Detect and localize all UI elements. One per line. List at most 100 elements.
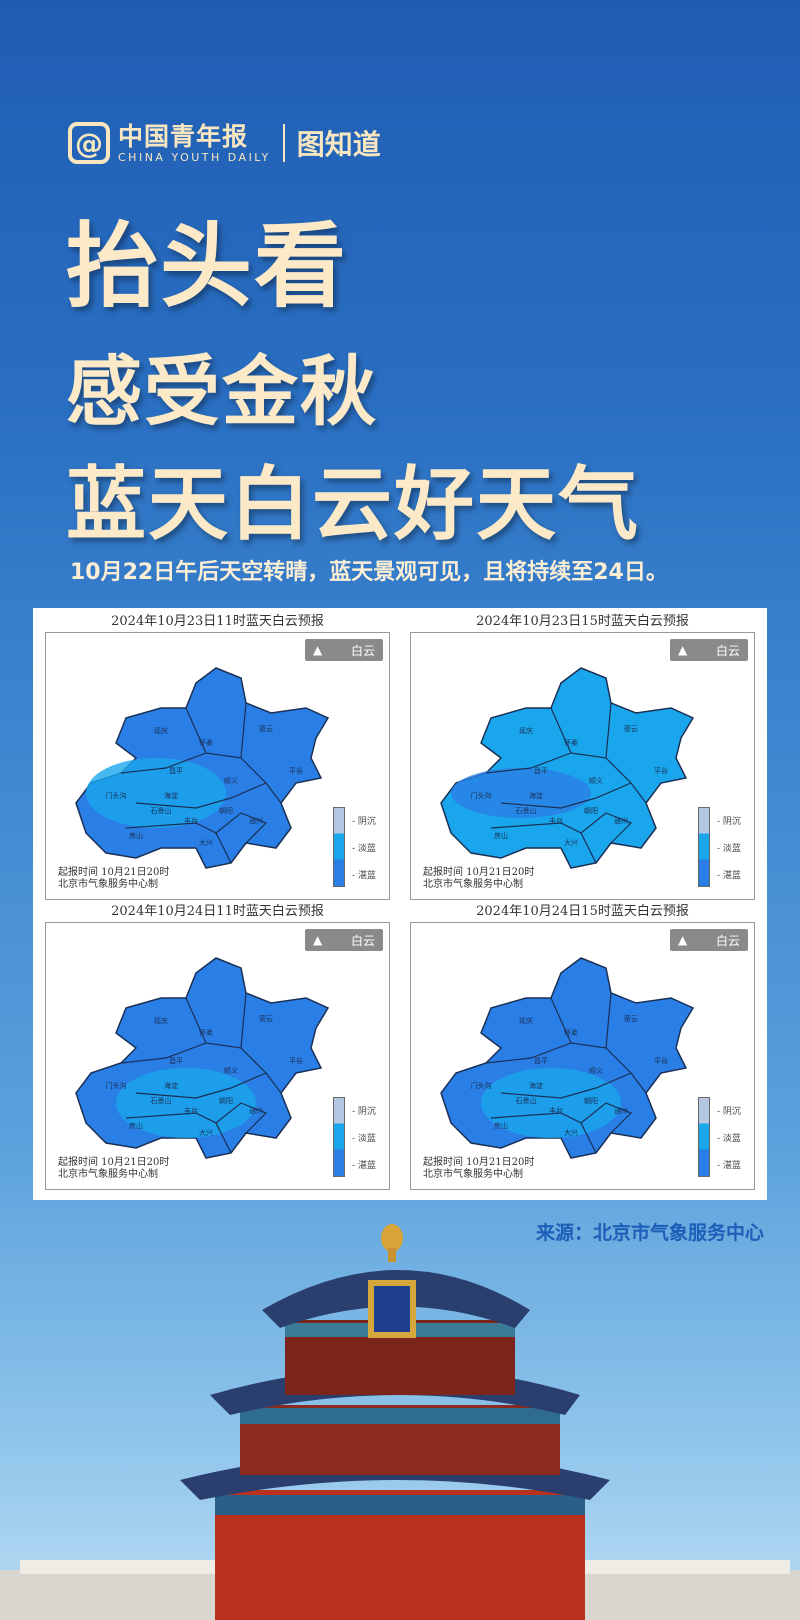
map-frame: ▲ 白云 延庆 怀柔 密云 昌平 平谷 顺义 门头沟 海淀 石景山 朝阳 丰台 房山 大兴 通州 - 阴沉 … (410, 632, 755, 900)
district-label: 房山 (129, 831, 143, 840)
district-label: 延庆 (154, 726, 168, 735)
triangle-icon: ▲ (678, 933, 688, 947)
legend-label: - 湛蓝 (717, 871, 741, 881)
district-border (500, 1072, 632, 1099)
source-credit: 来源：北京市气象服务中心 (535, 1222, 764, 1244)
district-border (580, 1102, 633, 1134)
district-label: 石景山 (151, 1096, 172, 1105)
district-border (185, 702, 247, 759)
color-legend: - 阴沉 - 淡蓝 - 湛蓝 (333, 1097, 376, 1177)
headline-line2: 感受金秋 (66, 347, 378, 436)
white-cloud-badge: ▲ 白云 (305, 639, 383, 661)
district-border (550, 992, 612, 1049)
legend-label: - 湛蓝 (352, 1161, 376, 1171)
legend-label: - 湛蓝 (352, 871, 376, 881)
district-label: 密云 (624, 1014, 638, 1023)
district-border (490, 1112, 597, 1154)
district-label: 怀柔 (564, 1028, 578, 1037)
district-label: 平谷 (654, 766, 668, 775)
district-label: 昌平 (169, 767, 183, 775)
color-legend: - 阴沉 - 淡蓝 - 湛蓝 (333, 807, 376, 887)
district-label: 朝阳 (219, 1096, 233, 1105)
badge-label: 白云 (350, 643, 375, 658)
district-label: 丰台 (184, 816, 198, 825)
district-label: 海淀 (164, 791, 178, 800)
at-logo-icon: @ (68, 122, 110, 164)
district-label: 丰台 (549, 816, 563, 825)
district-border (120, 1042, 207, 1064)
legend-label: - 阴沉 (717, 817, 741, 827)
tone-region (116, 1068, 256, 1138)
district-label: 密云 (259, 724, 273, 733)
district-label: 门头沟 (471, 791, 492, 800)
district-label: 怀柔 (199, 738, 213, 747)
map-frame: ▲ 白云 延庆 怀柔 密云 昌平 平谷 顺义 门头沟 海淀 石景山 朝阳 丰台 房山 大兴 通州 - 阴沉 … (45, 922, 390, 1190)
district-label: 朝阳 (584, 806, 598, 815)
district-label: 通州 (614, 1106, 628, 1115)
district-label: 房山 (129, 1121, 143, 1130)
china-youth-daily-logo: @ 中国青年报 CHINA YOUTH DAILY 图知道 (68, 122, 381, 164)
district-border (580, 812, 633, 844)
district-label: 海淀 (529, 1081, 543, 1090)
district-label: 石景山 (516, 806, 537, 815)
district-border (485, 1042, 572, 1064)
map-title: 2024年10月24日15时蓝天白云预报 (476, 904, 689, 919)
district-label: 丰台 (549, 1106, 563, 1115)
tone-region (86, 758, 226, 828)
district-border (185, 992, 247, 1049)
forecast-map-1: 2024年10月23日11时蓝天白云预报 ▲ 白云 延庆 怀柔 密云 昌平 平谷 顺义 门头沟… (45, 612, 390, 902)
forecast-map-3: 2024年10月24日11时蓝天白云预报 ▲ 白云 延庆 怀柔 密云 昌平 平谷 顺义 门头沟… (45, 902, 390, 1192)
district-label: 顺义 (589, 1067, 603, 1075)
district-label: 石景山 (516, 1096, 537, 1105)
district-label: 门头沟 (106, 1081, 127, 1090)
forecast-map-2: 2024年10月23日15时蓝天白云预报 ▲ 白云 延庆 怀柔 密云 昌平 平谷 顺义 门头沟… (410, 612, 755, 902)
map-footer: 起报时间 10月21日20时 北京市气象服务中心制 (423, 1157, 535, 1180)
white-cloud-badge: ▲ 白云 (670, 929, 748, 951)
logo-cn: 中国青年报 (118, 121, 249, 151)
legend-label: - 阴沉 (717, 1107, 741, 1117)
district-border (120, 752, 207, 774)
tone-region (451, 768, 591, 818)
district-border (500, 782, 632, 809)
district-label: 海淀 (529, 791, 543, 800)
district-label: 大兴 (564, 1128, 578, 1137)
district-label: 平谷 (289, 1056, 303, 1065)
color-legend: - 阴沉 - 淡蓝 - 湛蓝 (698, 807, 741, 887)
badge-label: 白云 (350, 933, 375, 948)
district-label: 延庆 (519, 1016, 533, 1025)
district-label: 延庆 (154, 1016, 168, 1025)
district-label: 通州 (614, 816, 628, 825)
district-label: 丰台 (184, 1106, 198, 1115)
district-label: 通州 (249, 1106, 263, 1115)
map-footer: 起报时间 10月21日20时 北京市气象服务中心制 (423, 867, 535, 890)
map-footer: 起报时间 10月21日20时 北京市气象服务中心制 (58, 867, 170, 890)
district-border (215, 1102, 268, 1134)
legend-label: - 阴沉 (352, 1107, 376, 1117)
district-label: 大兴 (564, 838, 578, 847)
white-cloud-badge: ▲ 白云 (305, 929, 383, 951)
legend-label: - 阴沉 (352, 817, 376, 827)
forecast-maps-panel: 2024年10月23日11时蓝天白云预报 ▲ 白云 延庆 怀柔 密云 昌平 平谷 顺义 门头沟… (33, 608, 767, 1200)
district-label: 海淀 (164, 1081, 178, 1090)
district-label: 平谷 (289, 766, 303, 775)
white-cloud-badge: ▲ 白云 (670, 639, 748, 661)
district-label: 昌平 (169, 1057, 183, 1065)
district-border (135, 1072, 267, 1099)
triangle-icon: ▲ (313, 643, 323, 657)
temple-of-heaven-image (0, 1224, 800, 1620)
badge-label: 白云 (715, 643, 740, 658)
divider (282, 124, 285, 162)
district-label: 怀柔 (564, 738, 578, 747)
district-label: 通州 (249, 816, 263, 825)
district-label: 延庆 (519, 726, 533, 735)
district-label: 房山 (494, 831, 508, 840)
district-label: 大兴 (199, 1128, 213, 1137)
district-label: 朝阳 (584, 1096, 598, 1105)
legend-label: - 淡蓝 (352, 844, 376, 854)
district-label: 昌平 (534, 1057, 548, 1065)
district-border (125, 1112, 232, 1154)
legend-label: - 淡蓝 (352, 1134, 376, 1144)
